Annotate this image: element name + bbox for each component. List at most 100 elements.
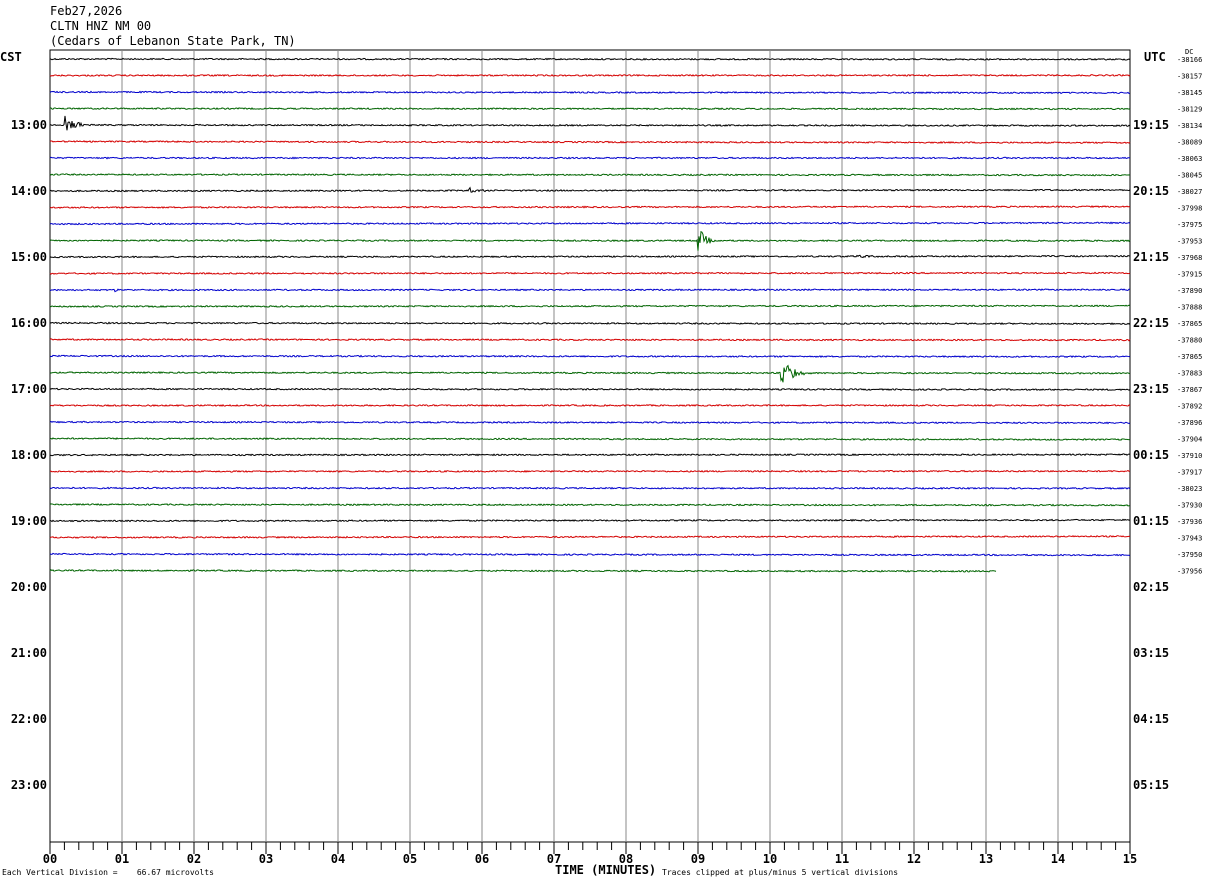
dc-offset-value: -37883 [1177,370,1202,378]
dc-offset-value: -38089 [1177,139,1202,147]
x-tick-label: 03 [259,852,273,866]
clip-note: Traces clipped at plus/minus 5 vertical … [662,868,899,877]
dc-offset-value: -38027 [1177,188,1202,196]
seismic-trace [49,57,1131,61]
right-timezone-label: UTC [1144,50,1166,64]
station-code: CLTN HNZ NM 00 [50,19,152,33]
dc-offset-value: -37892 [1177,403,1202,411]
seismic-trace [49,420,1131,425]
dc-offset-value: -37975 [1177,221,1202,229]
seismic-trace [49,403,1131,407]
dc-offset-value: -38023 [1177,485,1202,493]
left-hour-label: 15:00 [11,250,47,264]
x-tick-label: 01 [115,852,129,866]
dc-offset-value: -37904 [1177,436,1202,444]
left-hour-label: 22:00 [11,712,47,726]
seismic-trace [49,518,1131,523]
seismic-trace [49,271,1131,275]
x-axis-title: TIME (MINUTES) [555,863,657,877]
dc-offset-value: -38166 [1177,56,1202,64]
dc-offset-value: -37896 [1177,419,1202,427]
seismic-trace [49,140,1131,144]
station-location: (Cedars of Lebanon State Park, TN) [50,34,296,48]
seismic-trace [49,230,1131,251]
left-hour-label: 14:00 [11,184,47,198]
right-hour-label: 02:15 [1133,580,1169,594]
dc-offset-value: -37910 [1177,452,1202,460]
dc-offset-value: -37867 [1177,386,1202,394]
right-hour-label: 04:15 [1133,712,1169,726]
seismic-trace [49,437,1131,441]
x-tick-label: 08 [619,852,633,866]
left-timezone-label: CST [0,50,22,64]
x-tick-label: 06 [475,852,489,866]
left-hour-label: 16:00 [11,316,47,330]
right-hour-label: 21:15 [1133,250,1169,264]
right-hour-label: 23:15 [1133,382,1169,396]
left-hour-label: 20:00 [11,580,47,594]
left-hour-label: 13:00 [11,118,47,132]
x-tick-label: 13 [979,852,993,866]
seismic-trace [49,156,1131,160]
seismic-trace [49,73,1131,77]
right-hour-label: 20:15 [1133,184,1169,198]
seismic-trace [49,503,1131,507]
seismic-trace [49,364,1131,383]
right-hour-label: 22:15 [1133,316,1169,330]
x-tick-label: 10 [763,852,777,866]
dc-offset-value: -38129 [1177,106,1202,114]
dc-offset-value: -37917 [1177,469,1202,477]
seismic-trace [49,221,1131,226]
dc-offset-value: -37943 [1177,535,1202,543]
seismic-trace [49,387,1131,392]
seismic-trace [49,205,1131,209]
dc-offset-value: -38134 [1177,122,1202,130]
dc-offset-value: -37865 [1177,353,1202,361]
dc-offset-value: -37956 [1177,568,1202,576]
seismic-trace [49,321,1131,326]
dc-offset-value: -37953 [1177,238,1202,246]
x-tick-label: 09 [691,852,705,866]
dc-offset-value: -38145 [1177,89,1202,97]
dc-offset-value: -37888 [1177,304,1202,312]
division-note: Each Vertical Division = 66.67 microvolt… [2,868,214,877]
seismic-trace [49,254,1131,259]
seismic-trace [49,304,1131,308]
left-hour-label: 21:00 [11,646,47,660]
dc-offset-value: -37936 [1177,518,1202,526]
right-hour-label: 05:15 [1133,778,1169,792]
x-tick-label: 11 [835,852,849,866]
right-hour-label: 01:15 [1133,514,1169,528]
seismic-trace [49,469,1131,473]
x-tick-label: 12 [907,852,921,866]
dc-offset-label: DC [1185,48,1194,56]
seismic-trace [49,535,1131,539]
seismic-trace [49,115,1131,131]
dc-offset-value: -38157 [1177,73,1202,81]
plot-frame [49,49,1131,843]
dc-offset-value: -37950 [1177,551,1202,559]
x-tick-label: 15 [1123,852,1137,866]
dc-offset-value: -37890 [1177,287,1202,295]
right-hour-label: 00:15 [1133,448,1169,462]
left-hour-label: 19:00 [11,514,47,528]
seismic-trace [49,453,1131,457]
dc-offset-value: -38063 [1177,155,1202,163]
x-tick-label: 05 [403,852,417,866]
plot-date: Feb27,2026 [50,4,123,18]
dc-offset-value: -37968 [1177,254,1202,262]
right-hour-label: 03:15 [1133,646,1169,660]
dc-offset-value: -37998 [1177,205,1202,213]
left-hour-label: 17:00 [11,382,47,396]
seismic-trace [49,354,1131,359]
seismic-trace [49,186,1131,193]
right-hour-label: 19:15 [1133,118,1169,132]
dc-offset-value: -38045 [1177,172,1202,180]
x-tick-label: 00 [43,852,57,866]
x-tick-label: 07 [547,852,561,866]
seismic-trace [49,486,1131,490]
seismic-trace [49,173,1131,177]
seismic-trace [49,338,1131,342]
dc-offset-value: -37880 [1177,337,1202,345]
